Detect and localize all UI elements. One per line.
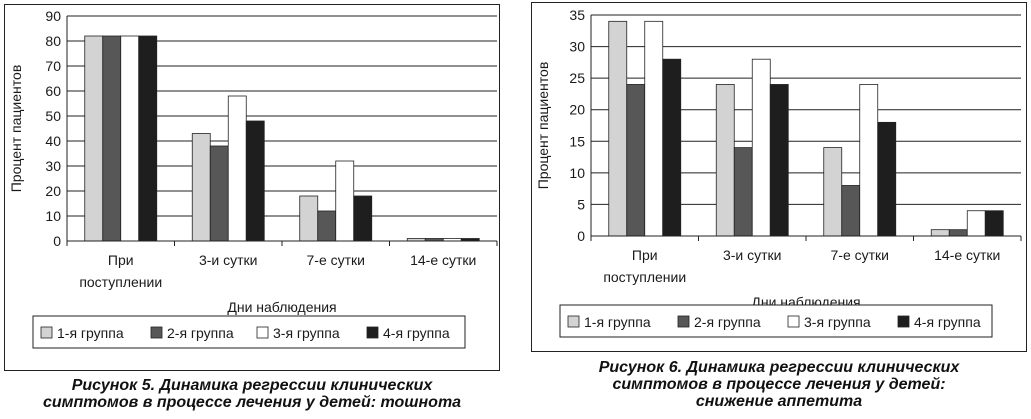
- bar: [335, 160, 355, 242]
- bar: [930, 229, 950, 237]
- legend-label: 1-я группа: [57, 325, 124, 341]
- x-tick-label: 14-е сутки: [410, 252, 476, 268]
- x-tick-label: поступлении: [79, 274, 162, 290]
- y-tick-label: 60: [45, 83, 61, 99]
- bar: [715, 84, 735, 237]
- y-tick-label: 0: [53, 233, 61, 249]
- y-tick-label: 20: [45, 183, 61, 199]
- y-axis-title: Процент пациентов: [535, 62, 551, 190]
- bar: [984, 210, 1004, 237]
- legend-label: 2-я группа: [694, 314, 761, 330]
- x-tick-label: 14-е сутки: [934, 247, 1000, 263]
- figure-6-caption-line-3: снижение аппетита: [695, 393, 863, 410]
- chart-panel-1: 0 10 20 30 40 50 60 70 80 90 При поступлении 3-и сут…: [4, 4, 500, 371]
- chart-panel-2: 0 5 10 15 20 25 30 35 При поступлении 3-и сутки 7-е…: [531, 2, 1027, 352]
- y-tick-label: 0: [577, 228, 585, 244]
- x-tick-label: 7-е сутки: [831, 247, 889, 263]
- x-tick-label: 3-и сутки: [199, 252, 258, 268]
- legend-swatch: [567, 315, 580, 328]
- y-tick-label: 15: [569, 133, 585, 149]
- x-tick-label: 7-е сутки: [307, 252, 365, 268]
- y-tick-label: 25: [569, 70, 585, 86]
- legend-label: 1-я группа: [584, 314, 651, 330]
- bar: [662, 58, 682, 237]
- figure-5-caption-line-2: симптомов в процессе лечения у детей: то…: [42, 394, 462, 411]
- bar: [245, 120, 265, 242]
- legend-swatch: [256, 326, 269, 339]
- y-tick-label: 90: [45, 8, 61, 24]
- chart-1: 0 10 20 30 40 50 60 70 80 90 При поступлении 3-и сут…: [8, 8, 498, 349]
- legend-swatch: [677, 315, 690, 328]
- bar: [751, 58, 771, 237]
- bar: [299, 195, 319, 242]
- figure-5-caption-line-1: Рисунок 5. Динамика регрессии клинически…: [71, 377, 433, 394]
- legend-box: [32, 315, 466, 349]
- bar: [966, 210, 986, 237]
- legend-label: 4-я группа: [383, 325, 450, 341]
- y-tick-label: 70: [45, 58, 61, 74]
- legend-box: [559, 304, 993, 338]
- y-tick-label: 40: [45, 133, 61, 149]
- x-tick-label: При: [632, 247, 658, 263]
- figure-6-caption-line-2: симптомов в процессе лечения у детей:: [612, 376, 946, 393]
- legend-label: 3-я группа: [804, 314, 871, 330]
- y-tick-label: 5: [577, 196, 585, 212]
- x-tick-label: поступлении: [603, 269, 686, 285]
- y-tick-label: 10: [45, 208, 61, 224]
- bar: [823, 147, 843, 237]
- y-tick-label: 35: [569, 7, 585, 23]
- legend-swatch: [787, 315, 800, 328]
- y-tick-label: 50: [45, 108, 61, 124]
- bar: [138, 35, 158, 242]
- bar: [317, 210, 337, 242]
- chart-2: 0 5 10 15 20 25 30 35 При поступлении 3-и сутки 7-е…: [535, 7, 1022, 338]
- legend-swatch: [897, 315, 910, 328]
- bar: [877, 121, 897, 237]
- legend-label: 3-я группа: [273, 325, 340, 341]
- figure-5-caption: Рисунок 5. Динамика регрессии клинически…: [0, 377, 504, 411]
- x-tick-label: 3-и сутки: [723, 247, 782, 263]
- bar: [859, 84, 879, 237]
- bar: [120, 35, 140, 242]
- bar: [209, 145, 229, 242]
- bar: [84, 35, 104, 242]
- legend-swatch: [150, 326, 163, 339]
- figure-6-caption-line-1: Рисунок 6. Динамика регрессии клинически…: [598, 359, 960, 376]
- y-tick-label: 30: [45, 158, 61, 174]
- legend-label: 4-я группа: [914, 314, 981, 330]
- legend-swatch: [366, 326, 379, 339]
- bar: [608, 20, 628, 237]
- y-axis-title: Процент пациентов: [8, 65, 24, 193]
- bar: [948, 229, 968, 237]
- x-axis-title: Дни наблюдения: [227, 299, 336, 315]
- bar: [102, 35, 122, 242]
- y-tick-label: 10: [569, 165, 585, 181]
- y-tick-label: 80: [45, 33, 61, 49]
- x-tick-label: При: [108, 252, 134, 268]
- bar: [644, 20, 664, 237]
- legend-label: 2-я группа: [167, 325, 234, 341]
- bar: [733, 147, 753, 237]
- y-tick-label: 30: [569, 39, 585, 55]
- bar: [227, 95, 247, 242]
- bar: [353, 195, 373, 242]
- bar: [769, 84, 789, 237]
- bar: [841, 185, 861, 237]
- figure-6-caption: Рисунок 6. Динамика регрессии клинически…: [527, 359, 1031, 410]
- y-tick-label: 20: [569, 102, 585, 118]
- legend-swatch: [40, 326, 53, 339]
- bar: [191, 133, 211, 242]
- bar: [626, 84, 646, 237]
